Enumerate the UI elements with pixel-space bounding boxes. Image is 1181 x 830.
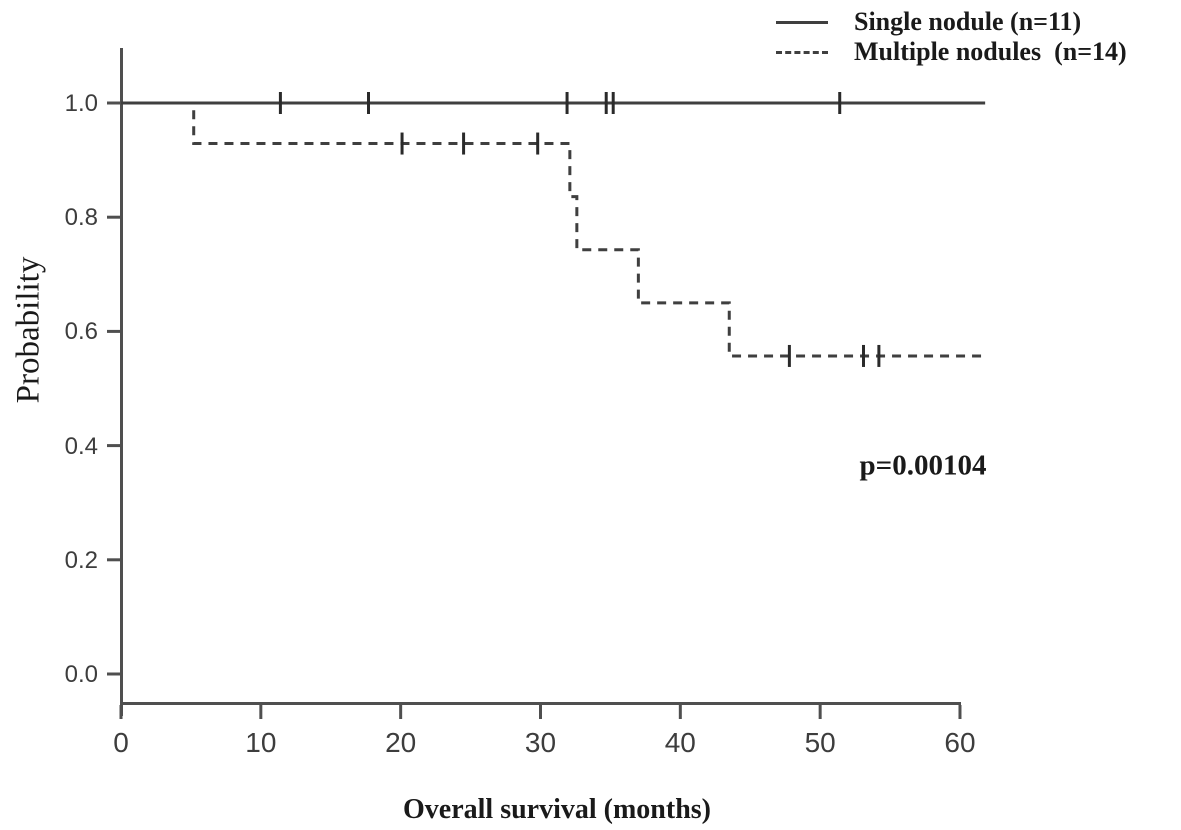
x-tick-label: 30 bbox=[524, 727, 557, 758]
legend-label: Single nodule (n=11) bbox=[854, 7, 1082, 36]
y-tick-label: 0.8 bbox=[64, 204, 98, 232]
dashed-line-swatch-icon bbox=[776, 50, 828, 54]
legend: Single nodule (n=11) Multiple nodules (n… bbox=[776, 7, 1127, 67]
y-tick-label: 0.2 bbox=[64, 546, 98, 574]
y-tick-label: 0.0 bbox=[64, 661, 98, 688]
legend-item-multiple-nodules: Multiple nodules (n=14) bbox=[776, 37, 1127, 67]
y-tick-label: 0.6 bbox=[64, 318, 98, 346]
x-tick-label: 0 bbox=[113, 727, 129, 758]
x-tick-label: 60 bbox=[944, 727, 976, 758]
survival-curve-dashed bbox=[121, 101, 986, 358]
y-tick-label: 0.4 bbox=[64, 432, 98, 460]
legend-label: Multiple nodules (n=14) bbox=[854, 37, 1127, 66]
legend-item-single-nodule: Single nodule (n=11) bbox=[776, 7, 1127, 37]
x-axis-title: Overall survival (months) bbox=[403, 794, 711, 825]
x-tick-label: 10 bbox=[245, 727, 277, 758]
p-value-annotation: p=0.00104 bbox=[859, 449, 987, 482]
y-tick-label: 1.0 bbox=[64, 90, 98, 117]
x-tick-label: 50 bbox=[804, 727, 836, 758]
x-tick-label: 20 bbox=[385, 727, 417, 758]
x-tick-label: 40 bbox=[664, 727, 696, 758]
solid-line-swatch-icon bbox=[776, 20, 828, 24]
